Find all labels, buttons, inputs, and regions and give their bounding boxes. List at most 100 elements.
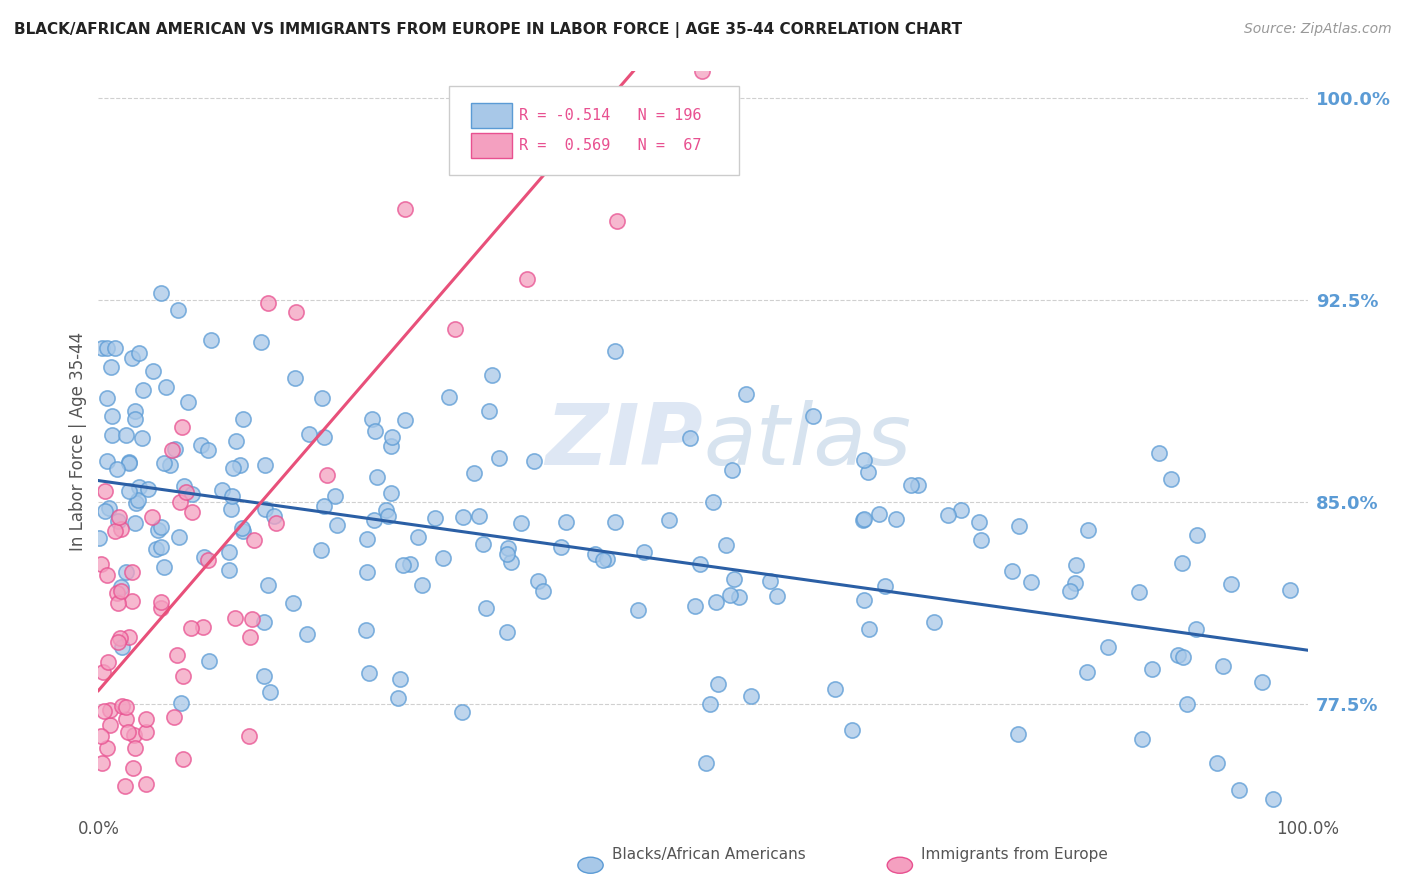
Point	[125, 496, 148, 510]
Point	[172, 752, 194, 766]
Point	[702, 495, 724, 509]
Point	[555, 515, 578, 529]
Text: BLACK/AFRICAN AMERICAN VS IMMIGRANTS FROM EUROPE IN LABOR FORCE | AGE 35-44 CORR: BLACK/AFRICAN AMERICAN VS IMMIGRANTS FRO…	[14, 22, 962, 38]
Point	[801, 409, 824, 423]
Point	[96, 454, 118, 468]
Point	[907, 478, 929, 492]
Point	[873, 578, 896, 592]
Point	[721, 463, 744, 477]
Point	[166, 648, 188, 662]
Point	[704, 595, 727, 609]
Point	[190, 438, 212, 452]
Point	[592, 553, 614, 567]
Point	[583, 547, 606, 561]
Point	[110, 584, 132, 599]
Point	[96, 567, 118, 582]
Point	[501, 149, 523, 163]
Point	[243, 533, 266, 547]
Point	[197, 553, 219, 567]
Point	[509, 516, 531, 530]
Point	[110, 522, 132, 536]
Point	[1279, 583, 1302, 598]
Point	[232, 524, 254, 539]
Point	[115, 428, 138, 442]
Point	[174, 485, 197, 500]
Point	[408, 530, 430, 544]
Y-axis label: In Labor Force | Age 35-44: In Labor Force | Age 35-44	[69, 332, 87, 551]
Point	[1227, 782, 1250, 797]
Point	[853, 452, 876, 467]
Point	[1263, 792, 1285, 806]
Point	[516, 272, 538, 286]
Point	[380, 439, 402, 453]
Point	[399, 558, 422, 572]
Point	[1128, 584, 1150, 599]
Point	[110, 580, 132, 594]
Point	[159, 458, 181, 472]
Point	[200, 333, 222, 347]
Point	[253, 501, 276, 516]
Point	[191, 620, 214, 634]
Point	[91, 756, 114, 771]
Point	[134, 777, 156, 791]
FancyBboxPatch shape	[471, 133, 512, 158]
Point	[135, 724, 157, 739]
Point	[150, 519, 173, 533]
Point	[118, 456, 141, 470]
Point	[197, 442, 219, 457]
Point	[467, 508, 489, 523]
Point	[1160, 471, 1182, 485]
Point	[254, 458, 277, 472]
Point	[297, 627, 319, 641]
Point	[96, 741, 118, 756]
Point	[758, 574, 780, 588]
Point	[104, 341, 127, 355]
Point	[856, 465, 879, 479]
Point	[377, 509, 399, 524]
Point	[131, 432, 153, 446]
Point	[1212, 658, 1234, 673]
Point	[266, 516, 288, 530]
Point	[495, 625, 517, 640]
Point	[193, 549, 215, 564]
Point	[135, 712, 157, 726]
Point	[1007, 727, 1029, 741]
Point	[229, 458, 252, 473]
Point	[284, 370, 307, 384]
Point	[121, 351, 143, 365]
Point	[124, 741, 146, 756]
Point	[437, 390, 460, 404]
Point	[91, 830, 114, 845]
Point	[312, 500, 335, 514]
Point	[149, 595, 172, 609]
Point	[118, 829, 141, 843]
Point	[1220, 576, 1243, 591]
Point	[606, 213, 628, 227]
Point	[1251, 674, 1274, 689]
Point	[128, 480, 150, 494]
Point	[149, 286, 172, 301]
Point	[1140, 662, 1163, 676]
Point	[121, 565, 143, 579]
Point	[118, 455, 141, 469]
Point	[180, 487, 202, 501]
Point	[111, 640, 134, 655]
Point	[218, 563, 240, 577]
Point	[253, 615, 276, 629]
Point	[1076, 665, 1098, 679]
Point	[679, 432, 702, 446]
Point	[853, 512, 876, 526]
Point	[1171, 557, 1194, 571]
Point	[221, 489, 243, 503]
Point	[311, 391, 333, 405]
Point	[153, 560, 176, 574]
Point	[685, 599, 707, 614]
Point	[98, 501, 121, 516]
Point	[1076, 524, 1098, 538]
Point	[727, 590, 749, 604]
Point	[232, 412, 254, 426]
Point	[148, 523, 170, 537]
Point	[250, 335, 273, 350]
Text: R = -0.514   N = 196: R = -0.514 N = 196	[519, 108, 702, 123]
Point	[155, 379, 177, 393]
